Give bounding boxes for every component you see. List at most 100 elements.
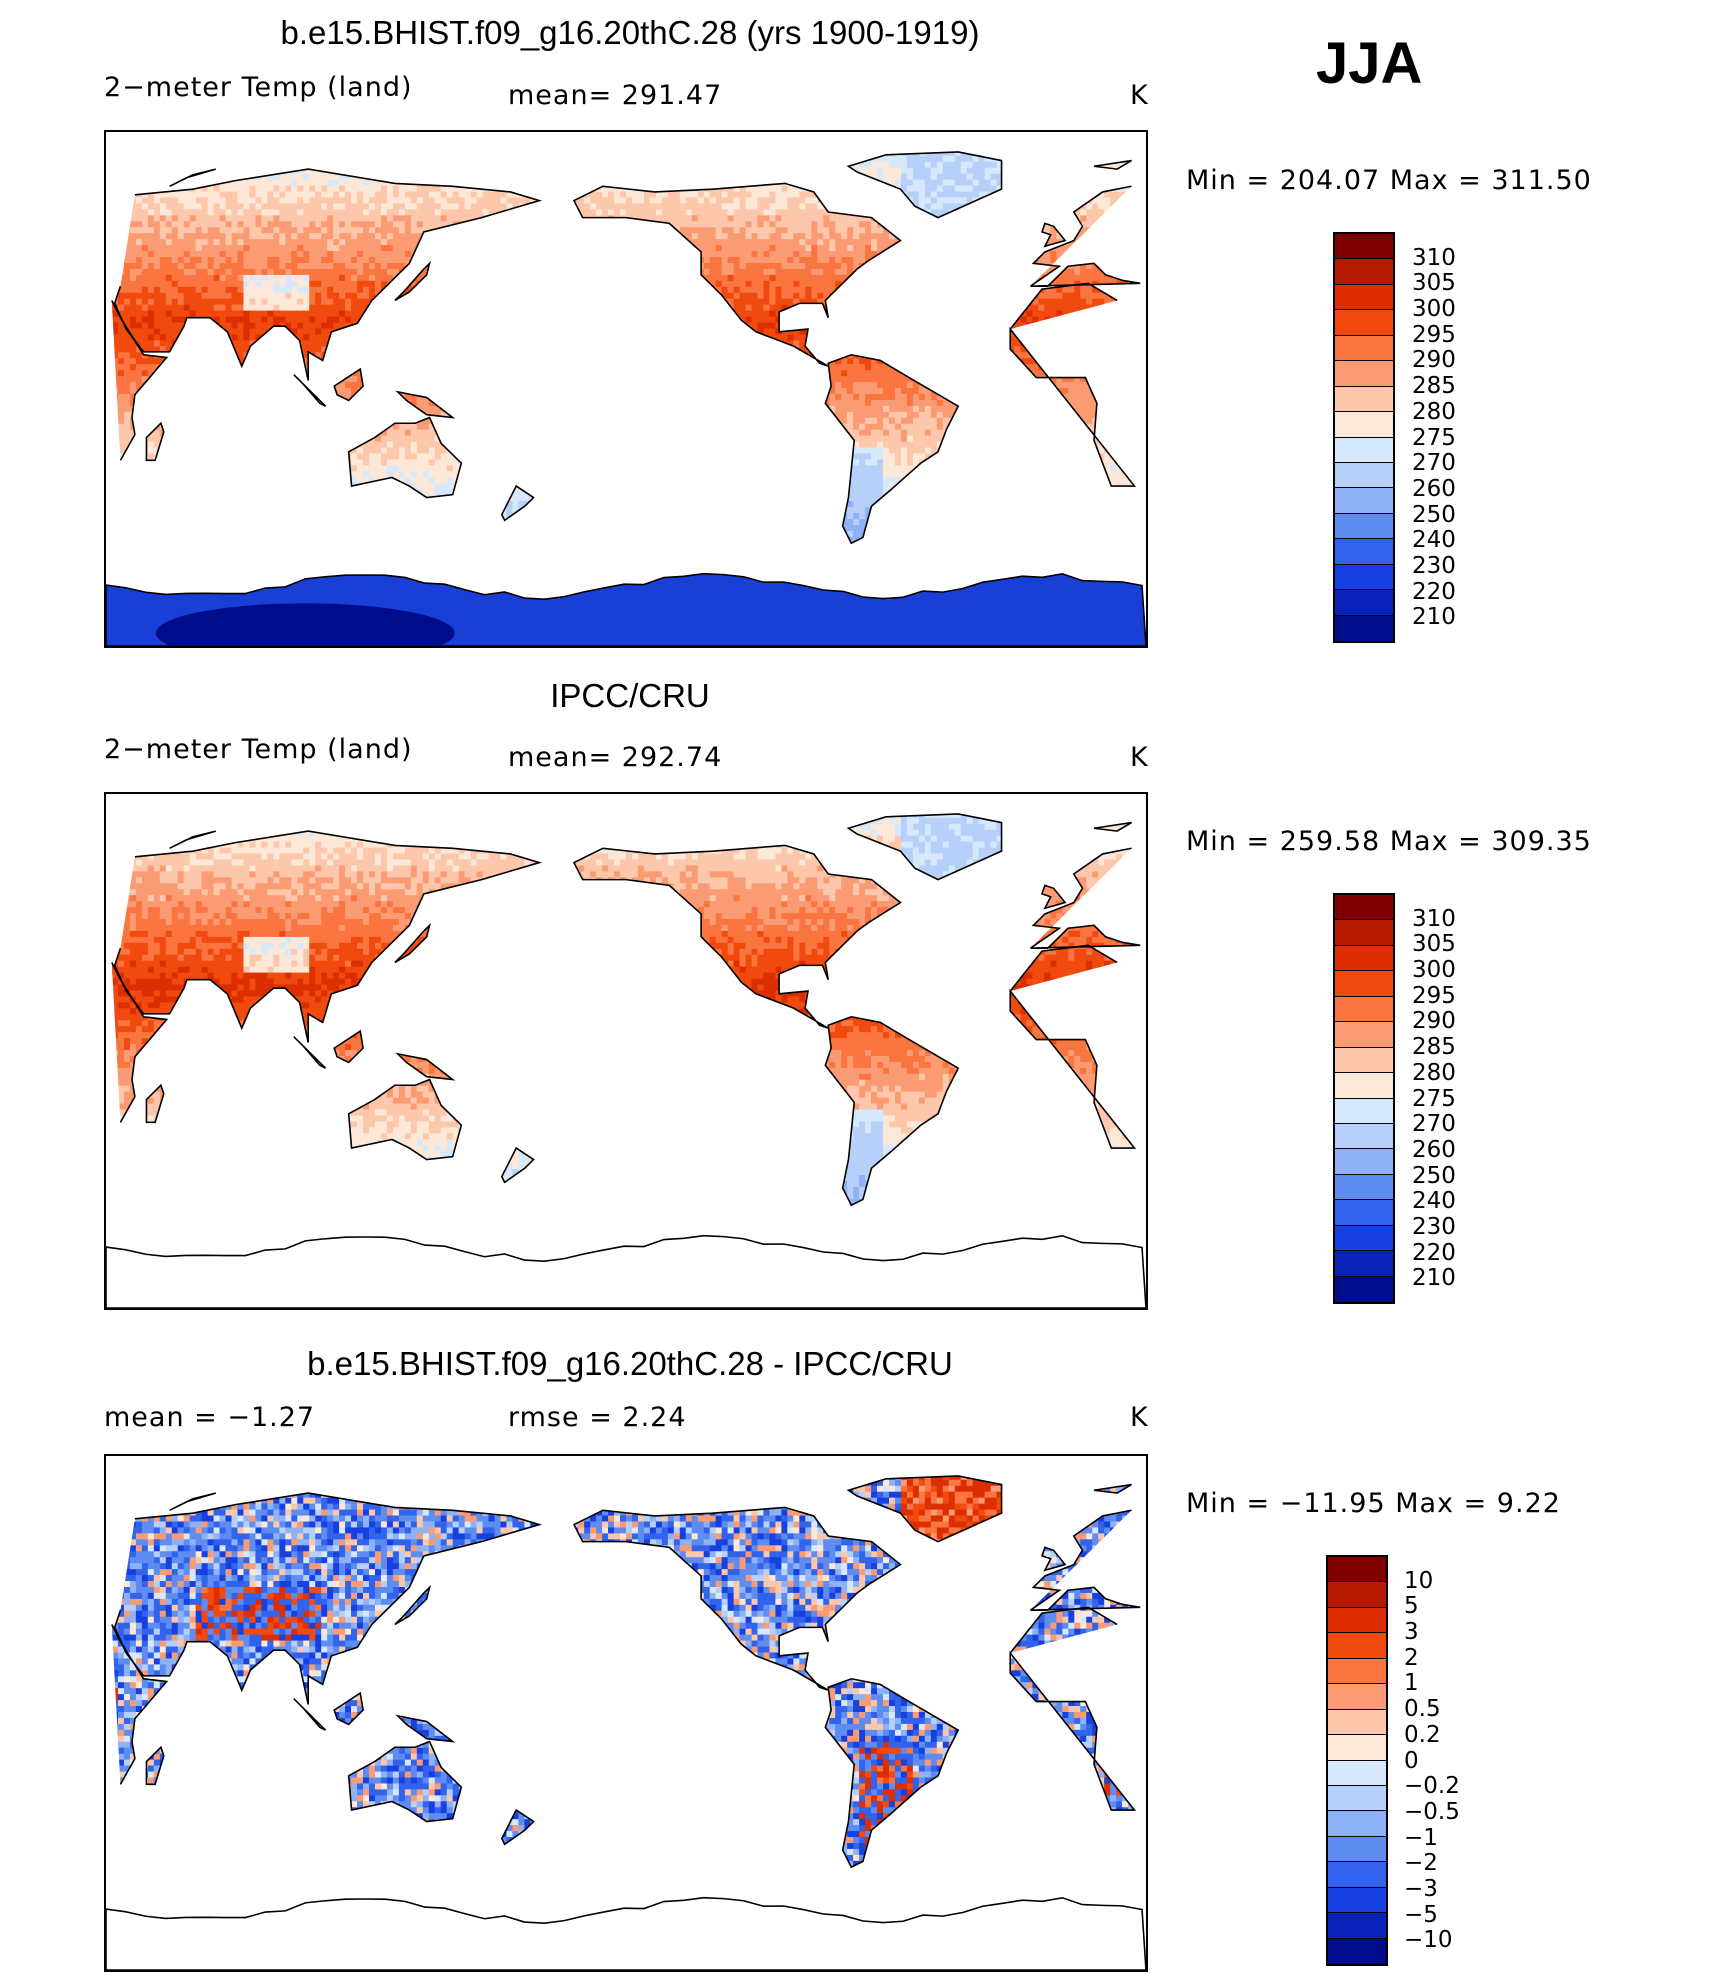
coastline-borneo bbox=[333, 367, 364, 402]
colorbar-bin bbox=[1335, 310, 1393, 336]
world-map-difference bbox=[104, 1454, 1148, 1972]
coastline-s_america bbox=[824, 353, 960, 545]
colorbar-bin bbox=[1335, 488, 1393, 514]
colorbar-tick-label: 0.2 bbox=[1404, 1722, 1441, 1748]
coastline-africa bbox=[111, 282, 1137, 487]
coastline-uk bbox=[1040, 884, 1067, 910]
season-label: JJA bbox=[1316, 30, 1422, 97]
antarctica-cold-core bbox=[155, 603, 455, 646]
colorbar-bin bbox=[1328, 1709, 1386, 1736]
colorbar-tick-label: 300 bbox=[1412, 957, 1456, 983]
coastline-new_guinea bbox=[395, 1052, 456, 1081]
coastline-uk bbox=[1040, 1546, 1067, 1572]
colorbar-bin bbox=[1335, 1098, 1393, 1124]
colorbar bbox=[1333, 893, 1395, 1304]
coastline-sumatra bbox=[293, 1036, 327, 1069]
panel-title: b.e15.BHIST.f09_g16.20thC.28 - IPCC/CRU bbox=[200, 1345, 1060, 1383]
colorbar-bin bbox=[1335, 284, 1393, 311]
antarctica bbox=[106, 1896, 1146, 1970]
coastline-novaya bbox=[169, 1492, 217, 1511]
mean-label: mean= 292.74 bbox=[508, 742, 722, 773]
colorbar-bin bbox=[1335, 335, 1393, 362]
colorbar-bin bbox=[1335, 564, 1393, 591]
colorbar-tick-label: 290 bbox=[1412, 1008, 1456, 1034]
coastline-s_america bbox=[824, 1015, 960, 1207]
coastline-eurasia bbox=[113, 830, 1141, 1043]
colorbar-tick-label: 250 bbox=[1412, 1163, 1456, 1189]
variable-label: 2−meter Temp (land) bbox=[104, 734, 413, 765]
coastline-s_america bbox=[824, 1677, 960, 1869]
units-label: K bbox=[1130, 742, 1149, 773]
coastline-madagascar bbox=[145, 1083, 165, 1124]
coastline-sumatra bbox=[293, 1698, 327, 1731]
colorbar-tick-label: 270 bbox=[1412, 1111, 1456, 1137]
colorbar-bin bbox=[1335, 920, 1393, 946]
colorbar-bin bbox=[1335, 259, 1393, 285]
coastline-greenland bbox=[846, 151, 1003, 219]
colorbar-tick-label: 5 bbox=[1404, 1593, 1419, 1619]
colorbar-tick-label: 295 bbox=[1412, 322, 1456, 348]
colorbar-bin bbox=[1335, 996, 1393, 1023]
colorbar-bin bbox=[1335, 234, 1393, 260]
colorbar-bin bbox=[1328, 1862, 1386, 1888]
colorbar-tick-label: 260 bbox=[1412, 1137, 1456, 1163]
min-max-label: Min = 204.07 Max = 311.50 bbox=[1186, 165, 1592, 196]
coastline-n_america bbox=[572, 1506, 902, 1691]
colorbar-tick-label: 0 bbox=[1404, 1748, 1419, 1774]
coastline-uk bbox=[1040, 222, 1067, 248]
colorbar-tick-label: 220 bbox=[1412, 579, 1456, 605]
antarctica bbox=[106, 1234, 1146, 1308]
colorbar-bin bbox=[1335, 1123, 1393, 1150]
colorbar-bin bbox=[1328, 1735, 1386, 1761]
coastline-japan bbox=[394, 922, 432, 964]
colorbar-tick-label: −5 bbox=[1404, 1902, 1438, 1928]
colorbar-bin bbox=[1335, 1047, 1393, 1074]
coastline-greenland bbox=[846, 813, 1003, 881]
temperature-field bbox=[111, 1475, 1141, 1868]
colorbar-tick-label: 305 bbox=[1412, 270, 1456, 296]
variable-label: 2−meter Temp (land) bbox=[104, 72, 413, 103]
colorbar-tick-label: 210 bbox=[1412, 1265, 1456, 1291]
coastline-madagascar bbox=[145, 1745, 165, 1786]
colorbar-bin bbox=[1335, 590, 1393, 616]
colorbar-bin bbox=[1335, 539, 1393, 565]
coastline-japan bbox=[394, 1584, 432, 1626]
map-field bbox=[106, 151, 1146, 646]
coastline-borneo bbox=[333, 1691, 364, 1726]
min-max-label: Min = −11.95 Max = 9.22 bbox=[1186, 1488, 1561, 1519]
colorbar-bin bbox=[1335, 513, 1393, 540]
coastline-new_zealand bbox=[500, 1808, 535, 1846]
colorbar-tick-label: 275 bbox=[1412, 425, 1456, 451]
colorbar-tick-label: 10 bbox=[1404, 1568, 1433, 1594]
colorbar-bin bbox=[1328, 1607, 1386, 1634]
mean-label: mean= 291.47 bbox=[508, 80, 722, 111]
units-label: K bbox=[1130, 80, 1149, 111]
colorbar-bin bbox=[1328, 1887, 1386, 1914]
coastline-madagascar bbox=[145, 421, 165, 462]
colorbar-bin bbox=[1335, 895, 1393, 921]
coastline-new_guinea bbox=[395, 1714, 456, 1743]
colorbar-tick-label: −10 bbox=[1404, 1927, 1453, 1953]
colorbar-bin bbox=[1335, 1073, 1393, 1099]
colorbar-tick-label: 310 bbox=[1412, 906, 1456, 932]
coastline-svalbard bbox=[1093, 821, 1132, 832]
colorbar-bin bbox=[1328, 1760, 1386, 1786]
colorbar-bin bbox=[1335, 971, 1393, 997]
panel-title: IPCC/CRU bbox=[200, 677, 1060, 715]
colorbar-bin bbox=[1335, 1225, 1393, 1252]
colorbar-bin bbox=[1328, 1633, 1386, 1659]
colorbar-tick-label: −2 bbox=[1404, 1850, 1438, 1876]
colorbar-tick-label: 260 bbox=[1412, 476, 1456, 502]
colorbar-tick-label: 280 bbox=[1412, 399, 1456, 425]
colorbar bbox=[1333, 232, 1395, 643]
coastline-australia bbox=[347, 416, 463, 499]
colorbar-bin bbox=[1328, 1658, 1386, 1685]
colorbar-bin bbox=[1335, 462, 1393, 489]
colorbar-tick-label: 280 bbox=[1412, 1060, 1456, 1086]
world-map-model bbox=[104, 130, 1148, 648]
coastline-greenland bbox=[846, 1475, 1003, 1543]
coastline-novaya bbox=[169, 168, 217, 187]
colorbar-tick-label: 3 bbox=[1404, 1619, 1419, 1645]
rmse-label: rmse = 2.24 bbox=[508, 1402, 687, 1433]
coastline-new_zealand bbox=[500, 484, 535, 522]
